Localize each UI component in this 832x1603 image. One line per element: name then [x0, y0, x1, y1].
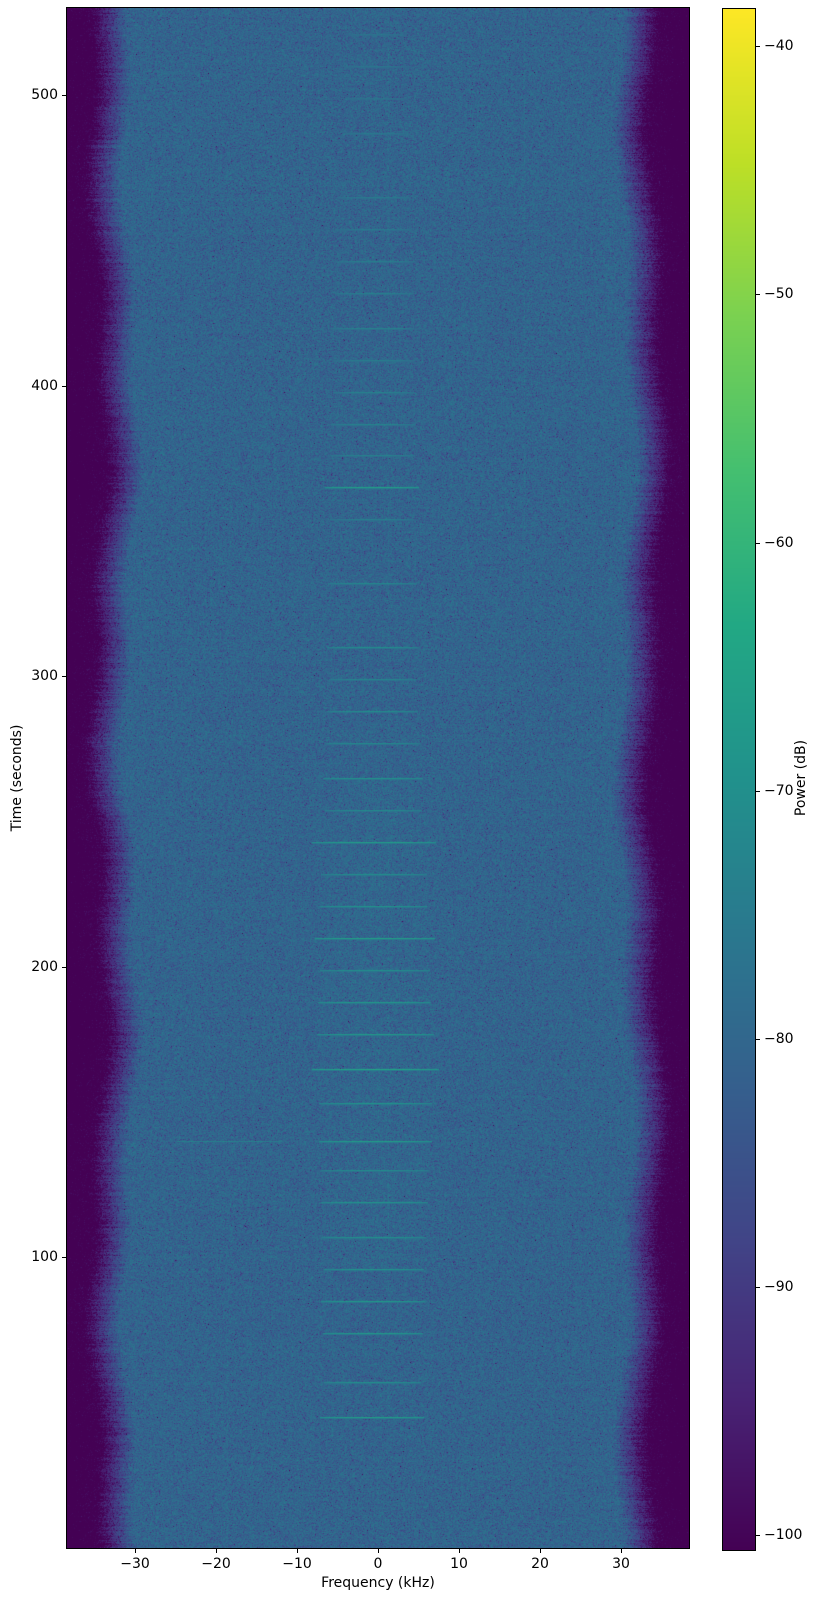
spectrogram-heatmap [67, 8, 689, 1548]
colorbar-tick-mark [756, 1535, 760, 1537]
x-tick-label: −20 [201, 1556, 231, 1572]
colorbar-tick-mark [756, 46, 760, 48]
plot-area [66, 7, 690, 1549]
x-tick-mark [378, 1549, 379, 1553]
colorbar-tick-label: −100 [764, 1527, 803, 1544]
colorbar-tick-mark [756, 542, 760, 544]
colorbar-tick-label: −90 [764, 1279, 794, 1295]
x-tick-mark [297, 1549, 298, 1553]
x-tick-label: 20 [531, 1556, 549, 1572]
x-tick-label: 10 [450, 1556, 468, 1572]
x-tick-mark [135, 1549, 136, 1553]
colorbar-tick-label: −60 [764, 534, 794, 551]
x-tick-mark [540, 1549, 541, 1553]
y-tick-label: 500 [31, 87, 58, 104]
y-tick-mark [62, 676, 66, 678]
colorbar-tick-mark [756, 1287, 760, 1288]
x-tick-label: −10 [282, 1556, 312, 1572]
y-tick-label: 300 [31, 668, 58, 685]
y-tick-mark [62, 385, 66, 387]
colorbar-tick-label: −70 [764, 782, 794, 799]
colorbar-tick-label: −40 [764, 38, 794, 55]
colorbar-label: Power (dB) [793, 739, 809, 817]
colorbar-gradient [723, 9, 755, 1550]
x-tick-mark [216, 1549, 217, 1553]
x-tick-label: 0 [373, 1556, 383, 1572]
x-axis-label: Frequency (kHz) [321, 1575, 435, 1591]
y-tick-mark [62, 966, 66, 968]
x-tick-mark [621, 1549, 622, 1553]
colorbar-tick-label: −80 [764, 1030, 794, 1047]
y-tick-mark [62, 1257, 66, 1259]
colorbar-tick-label: −50 [764, 286, 794, 303]
colorbar-tick-mark [756, 790, 760, 792]
x-tick-mark [459, 1549, 460, 1553]
x-tick-label: −30 [120, 1556, 150, 1572]
x-tick-label: 30 [612, 1556, 630, 1572]
colorbar-tick-mark [756, 1038, 760, 1040]
y-tick-label: 400 [31, 377, 58, 394]
y-tick-label: 200 [31, 958, 58, 975]
colorbar [722, 8, 756, 1551]
colorbar-tick-mark [756, 294, 760, 296]
y-tick-label: 100 [31, 1249, 58, 1266]
y-tick-mark [62, 95, 66, 97]
y-axis-label: Time (seconds) [9, 724, 25, 832]
